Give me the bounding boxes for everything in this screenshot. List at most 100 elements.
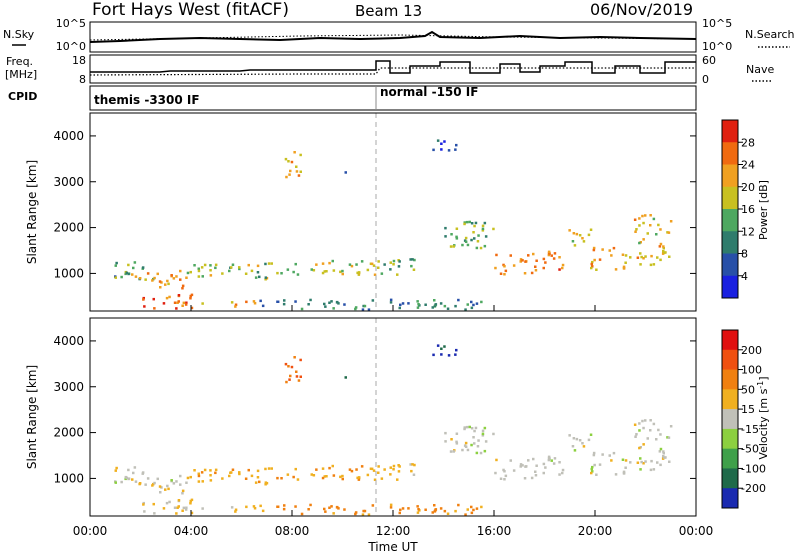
velocity-cell: [286, 473, 290, 476]
velocity-cell: [158, 485, 162, 488]
power-cell: [407, 302, 410, 305]
power-colorbar: Power [dB] 28 24 20 16 12 8 4: [721, 119, 770, 299]
power-cell: [455, 143, 458, 147]
power-cell: [624, 261, 627, 264]
time-tick-label: 08:00: [275, 524, 310, 538]
velocity-cell: [658, 450, 662, 453]
power-cell: [492, 227, 495, 231]
velocity-cell: [373, 478, 377, 481]
freq-tick-bottom: 8: [79, 73, 86, 86]
power-cell: [523, 272, 527, 275]
power-cell: [190, 306, 194, 310]
power-cell: [472, 303, 475, 307]
velocity-cell: [357, 478, 361, 481]
velocity-cell: [156, 477, 159, 481]
power-cell: [176, 301, 179, 304]
velocity-cell: [477, 439, 480, 442]
velocity-cell: [238, 471, 241, 474]
velocity-cell: [413, 463, 416, 467]
power-cell: [598, 258, 602, 261]
velocity-cell: [370, 467, 374, 471]
velocity-cell: [166, 484, 169, 488]
power-cell: [256, 271, 260, 274]
power-cell: [521, 259, 524, 262]
velocity-cell: [535, 464, 538, 467]
power-cell: [411, 258, 414, 261]
power-cell: [284, 157, 288, 161]
power-cell: [366, 268, 370, 272]
power-cell: [553, 252, 557, 255]
velocity-cell: [578, 439, 582, 442]
freq-tick-top: 18: [72, 54, 86, 67]
power-cell: [159, 286, 162, 289]
velocity-cell: [473, 429, 476, 433]
power-cell: [201, 302, 204, 305]
velocity-cell: [398, 465, 401, 468]
power-cell: [120, 275, 123, 279]
velocity-cell: [614, 473, 618, 476]
power-cell: [276, 300, 279, 303]
velocity-cell: [558, 473, 561, 476]
power-cell: [389, 268, 392, 271]
velocity-cell: [466, 448, 470, 452]
power-cell: [573, 244, 577, 247]
power-colorbar-title: Power [dB]: [757, 180, 770, 240]
velocity-cell: [144, 483, 147, 486]
power-cell: [209, 274, 213, 277]
power-cell: [638, 217, 641, 220]
velocity-cell: [310, 473, 313, 476]
velocity-cell: [173, 506, 177, 509]
power-cell: [649, 263, 653, 267]
velocity-cell: [432, 353, 435, 357]
date-title: 06/Nov/2019: [590, 0, 693, 19]
velocity-colorbar-swatch: [722, 428, 738, 450]
velocity-cell: [642, 426, 645, 430]
power-cell: [449, 245, 453, 248]
power-cell: [475, 302, 479, 305]
power-cell: [343, 303, 346, 306]
velocity-cell: [330, 505, 333, 508]
power-cell: [639, 252, 642, 255]
power-cell: [667, 231, 671, 234]
velocity-cell: [294, 467, 297, 471]
power-cell: [473, 224, 476, 228]
velocity-cell: [290, 365, 294, 369]
power-cell: [475, 246, 479, 250]
velocity-cell: [228, 474, 231, 478]
power-cell: [142, 296, 145, 300]
power-cell: [297, 174, 301, 177]
velocity-cell: [652, 468, 656, 471]
power-cell: [424, 303, 427, 306]
velocity-cell: [484, 440, 488, 443]
power-cell: [454, 304, 457, 308]
power-cell: [476, 240, 480, 243]
velocity-cell: [659, 433, 662, 436]
power-cell: [502, 263, 505, 267]
velocity-cell: [285, 380, 288, 384]
power-cell: [524, 260, 527, 263]
power-cell: [138, 277, 142, 280]
velocity-cell: [443, 509, 447, 513]
velocity-cell: [662, 452, 665, 455]
power-cell: [644, 255, 647, 258]
power-cell: [649, 224, 652, 227]
velocity-cell: [332, 512, 335, 515]
velocity-cell: [571, 445, 575, 448]
power-cell: [156, 272, 159, 276]
power-cell: [228, 269, 231, 273]
velocity-cell: [440, 353, 443, 356]
power-cell: [348, 263, 352, 266]
power-cell: [512, 264, 516, 267]
velocity-cell: [483, 449, 487, 453]
power-cell: [444, 226, 447, 230]
velocity-cell: [356, 476, 359, 480]
velocity-cell: [622, 472, 626, 475]
n-search-label: N.Search: [745, 28, 795, 41]
velocity-colorbar-swatch: [722, 409, 738, 430]
power-cell: [436, 139, 440, 142]
velocity-cell: [434, 508, 438, 511]
velocity-cell: [138, 482, 142, 485]
velocity-cell: [646, 437, 649, 440]
velocity-cell: [638, 429, 641, 432]
cpid-panel: CPID themis -3300 IF normal -150 IF: [8, 85, 697, 111]
